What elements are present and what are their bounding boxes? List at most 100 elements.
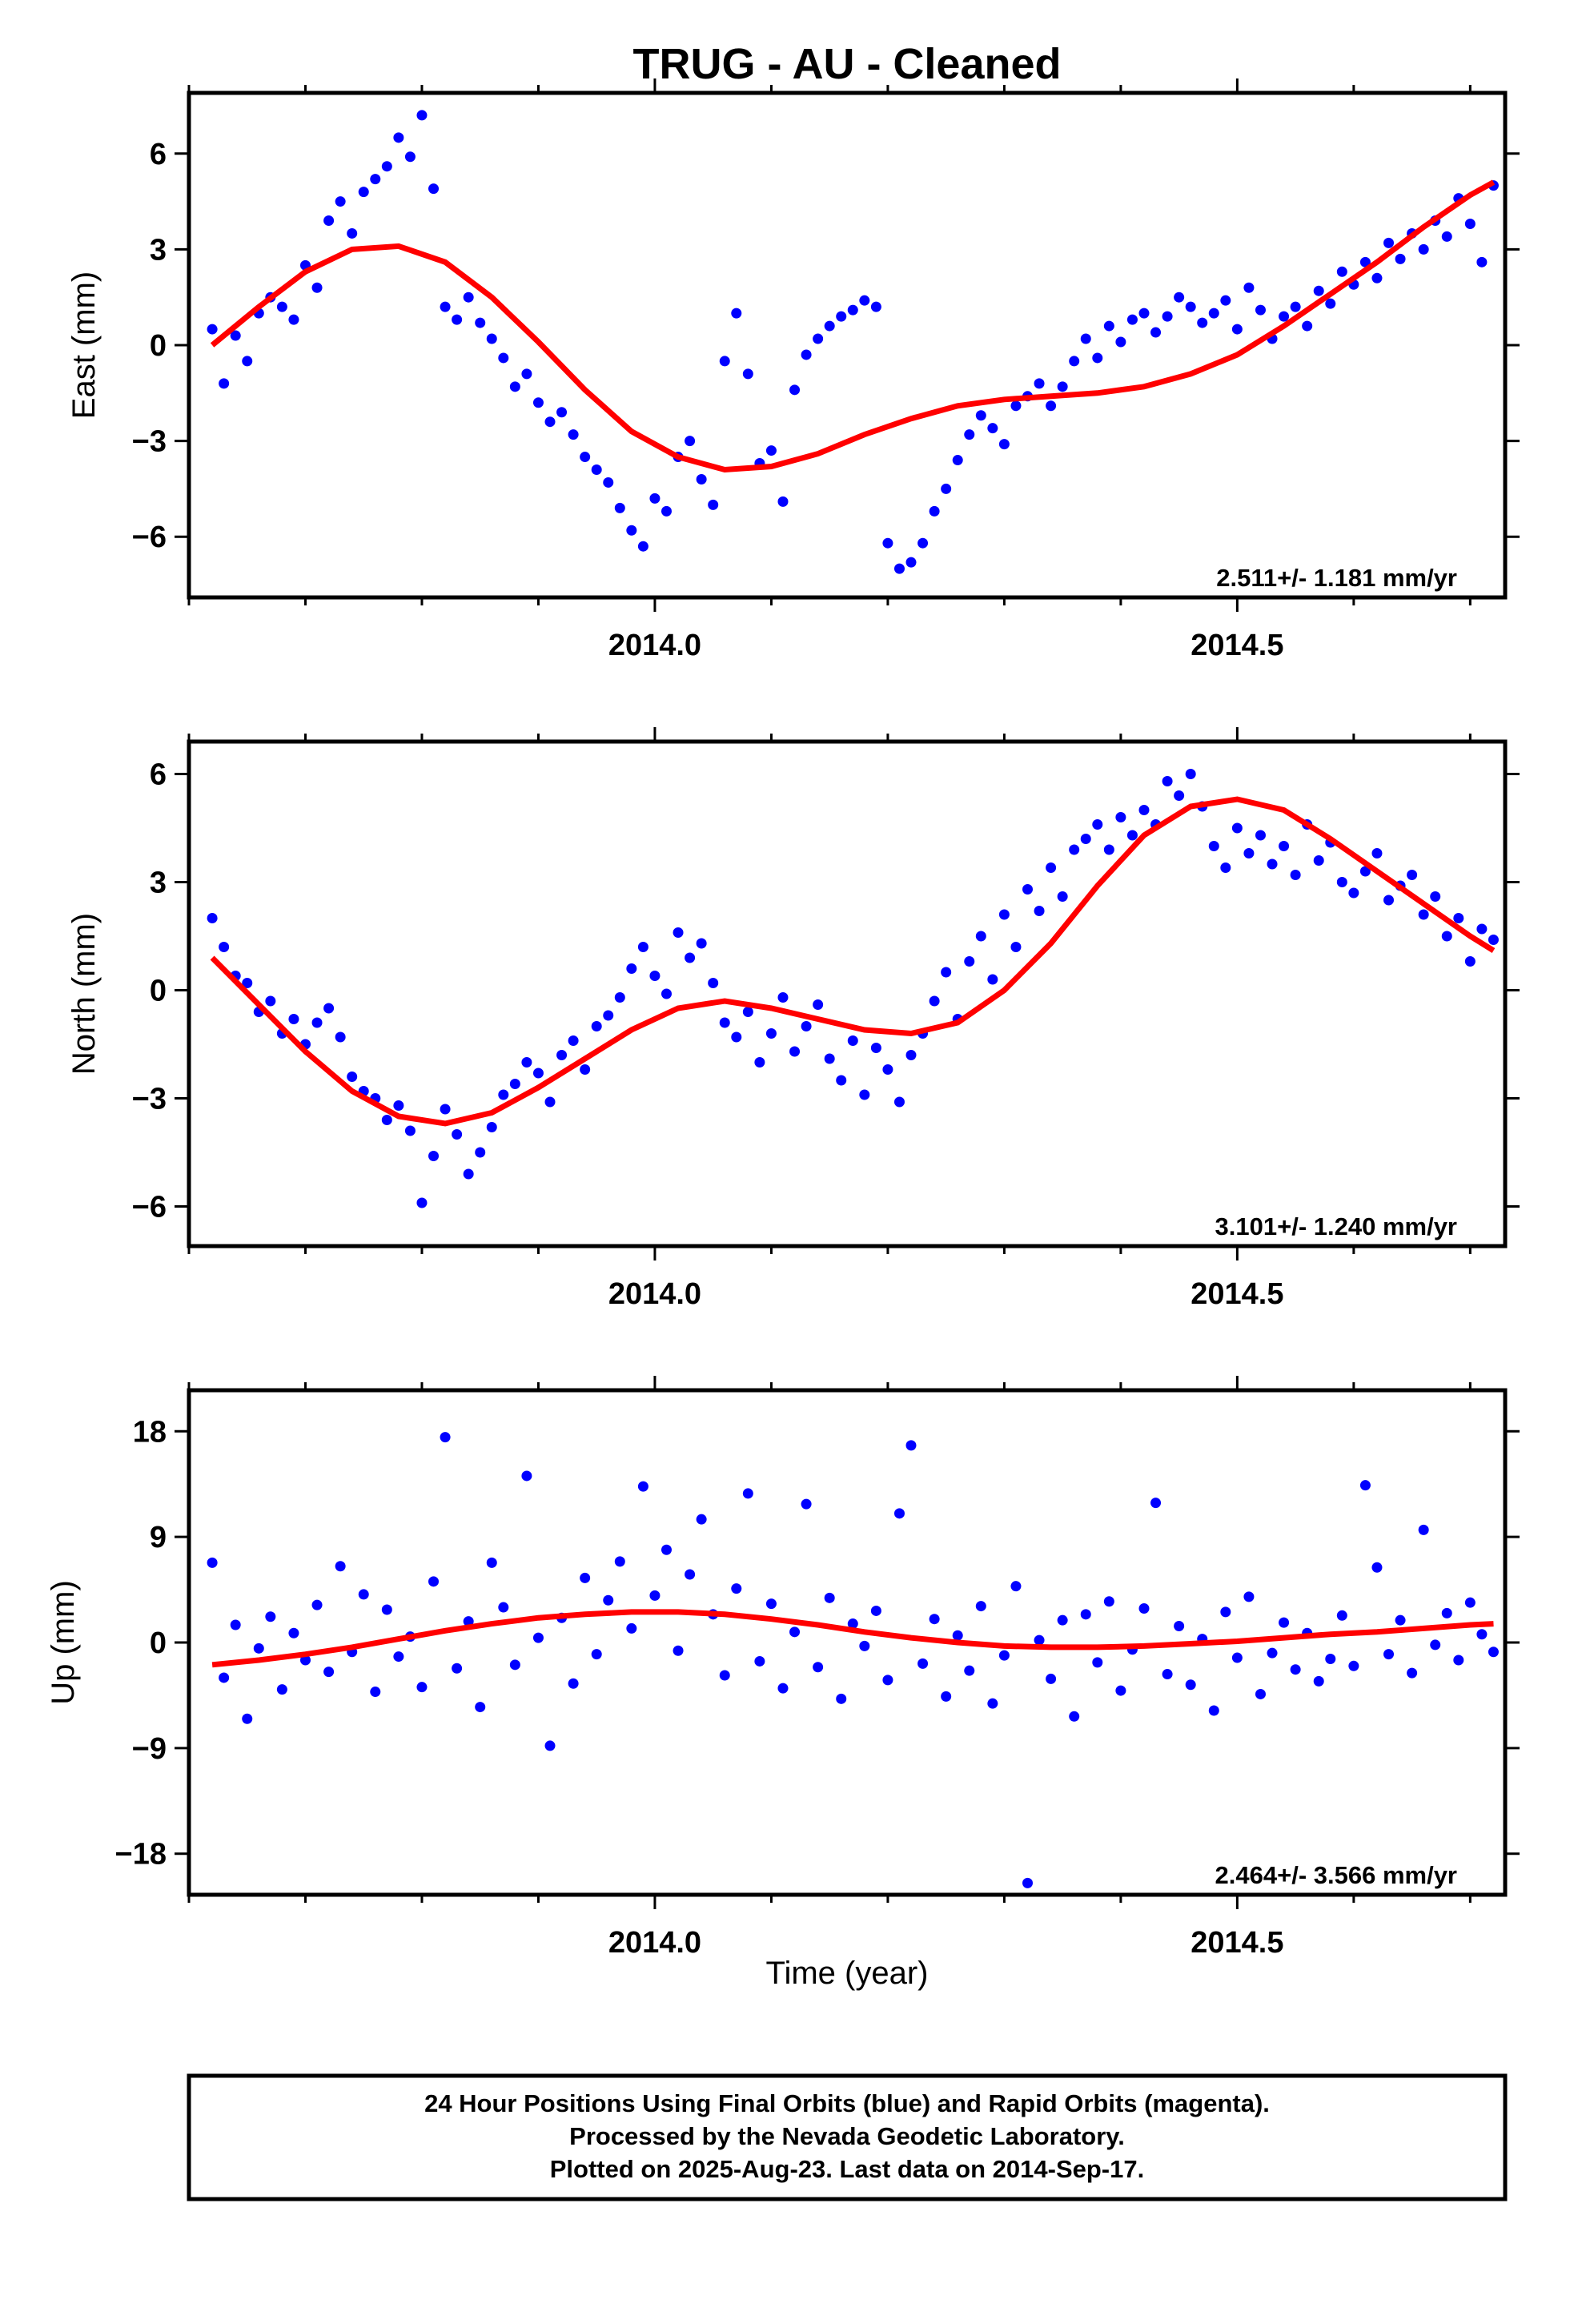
data-point xyxy=(404,1125,416,1136)
panel-east: East (mm) 2.511+/- 1.181 mm/yr 2014.0 20… xyxy=(66,78,1520,662)
data-point xyxy=(847,1618,858,1630)
data-point xyxy=(941,483,952,494)
footer-line-1: 24 Hour Positions Using Final Orbits (bl… xyxy=(424,2089,1270,2117)
data-point xyxy=(1395,253,1406,264)
data-point xyxy=(987,423,998,434)
data-point xyxy=(1336,877,1347,887)
data-point xyxy=(1279,841,1290,851)
data-point xyxy=(1220,295,1231,306)
data-point xyxy=(428,183,440,195)
data-point xyxy=(265,1611,276,1622)
data-point xyxy=(742,1007,753,1017)
data-point xyxy=(1185,301,1196,312)
data-point xyxy=(1220,1606,1231,1618)
data-point xyxy=(929,505,940,517)
data-point xyxy=(917,1658,929,1669)
data-point xyxy=(370,174,381,185)
data-point xyxy=(1057,1614,1068,1626)
data-point xyxy=(311,1599,323,1610)
panel-north-fit-line xyxy=(210,796,1496,1127)
data-point xyxy=(475,1147,486,1158)
data-point xyxy=(731,1583,742,1594)
data-point xyxy=(719,1017,730,1028)
data-point xyxy=(428,1151,440,1161)
panel-east-y-tick-label-minus-6: −6 xyxy=(132,521,167,554)
data-point xyxy=(219,942,230,952)
panel-up-y-tick-label-minus-18: −18 xyxy=(115,1838,167,1872)
data-point xyxy=(1220,862,1231,873)
data-point xyxy=(1407,870,1418,880)
panel-up-rate-label: 2.464+/- 3.566 mm/yr xyxy=(1215,1861,1457,1889)
data-point xyxy=(532,397,544,408)
data-point xyxy=(1395,1614,1406,1626)
data-point xyxy=(813,333,824,344)
data-point xyxy=(637,1481,648,1492)
data-point xyxy=(708,978,719,988)
data-point xyxy=(987,1698,998,1709)
panel-north-y-tick-label-minus-3: −3 xyxy=(132,1083,167,1116)
data-point xyxy=(1185,769,1196,779)
data-point xyxy=(521,1057,532,1068)
data-point xyxy=(381,161,392,172)
data-point xyxy=(358,1589,369,1600)
data-point xyxy=(1441,1607,1452,1618)
panel-east-points xyxy=(207,110,1499,574)
data-point xyxy=(754,1655,765,1667)
data-point xyxy=(1336,266,1347,277)
data-point xyxy=(637,942,648,952)
data-point xyxy=(532,1632,544,1643)
data-point xyxy=(1092,352,1103,364)
panel-east-y-tick-label-0: 0 xyxy=(150,329,167,363)
data-point xyxy=(1267,858,1278,870)
data-point xyxy=(1464,956,1476,967)
data-point xyxy=(870,1043,881,1053)
data-point xyxy=(1441,931,1452,942)
data-point xyxy=(731,1031,742,1043)
data-point xyxy=(1010,400,1022,412)
data-point xyxy=(1453,913,1464,923)
data-point xyxy=(207,324,218,335)
data-point xyxy=(731,308,742,319)
panel-up-y-tick-label-9: 9 xyxy=(150,1521,167,1554)
data-point xyxy=(1115,1685,1126,1696)
data-point xyxy=(673,927,684,938)
data-point xyxy=(882,1064,893,1075)
data-point xyxy=(358,187,369,198)
data-point xyxy=(708,499,719,510)
data-point xyxy=(242,1713,253,1724)
data-point xyxy=(276,1684,287,1695)
data-point xyxy=(509,1079,520,1089)
data-point xyxy=(765,445,777,456)
data-point xyxy=(905,1440,917,1451)
data-point xyxy=(1103,844,1114,855)
data-point xyxy=(813,1662,824,1673)
data-point xyxy=(789,1626,801,1638)
data-point xyxy=(544,1740,556,1751)
data-point xyxy=(568,429,579,440)
panel-north-rate-label: 3.101+/- 1.240 mm/yr xyxy=(1215,1212,1457,1240)
data-point xyxy=(498,1089,509,1100)
data-point xyxy=(824,320,835,332)
data-point xyxy=(941,1691,952,1702)
panel-up-y-axis-label: Up (mm) xyxy=(46,1580,81,1705)
panel-east-frame xyxy=(187,90,1508,600)
data-point xyxy=(964,956,975,967)
data-point xyxy=(975,410,986,421)
data-point xyxy=(614,1556,625,1567)
panel-north-y-axis-label: North (mm) xyxy=(66,913,102,1075)
data-point xyxy=(288,314,299,325)
data-point xyxy=(975,1601,986,1612)
footer-line-2: Processed by the Nevada Geodetic Laborat… xyxy=(569,2122,1125,2150)
data-point xyxy=(544,1096,556,1108)
data-point xyxy=(544,416,556,428)
data-point xyxy=(1383,895,1395,906)
data-point xyxy=(1488,935,1499,945)
panel-up-x-tick-label-2014-5: 2014.5 xyxy=(1191,1926,1283,1960)
data-point xyxy=(463,1168,474,1180)
data-point xyxy=(1046,862,1057,873)
data-point xyxy=(1092,1657,1103,1668)
data-point xyxy=(323,1667,335,1678)
data-point xyxy=(952,455,963,466)
data-point xyxy=(568,1035,579,1046)
